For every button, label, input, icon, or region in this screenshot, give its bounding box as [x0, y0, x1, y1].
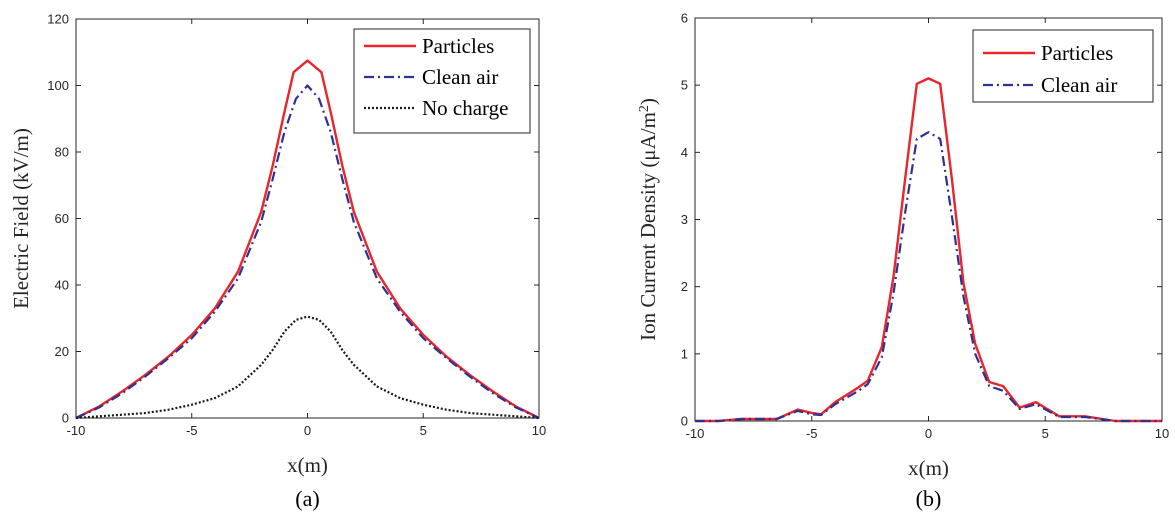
y-tick-label: 6 — [681, 11, 688, 26]
legend-a: Particles Clean air No charge — [353, 28, 531, 134]
x-tick-label: -10 — [686, 426, 705, 441]
legend-label: Clean air — [422, 65, 498, 89]
series-line-particles — [75, 59, 540, 420]
legend-box-b — [972, 29, 1154, 103]
x-tick-label: -5 — [186, 423, 198, 438]
legend-label: Clean air — [1041, 73, 1117, 97]
y-tick-label: 3 — [681, 212, 688, 227]
y-tick-label: 20 — [55, 344, 69, 359]
series-group-a — [75, 59, 540, 420]
plot-frame-b — [694, 17, 1163, 422]
panel-caption-a: (a) — [295, 486, 319, 511]
y-tick-label: 120 — [47, 12, 69, 27]
series-line-no-charge — [75, 315, 540, 420]
x-axis-label-b: x(m) — [908, 456, 949, 480]
legend-b: Particles Clean air — [972, 29, 1154, 103]
legend-label: Particles — [422, 34, 494, 58]
x-tick-label: 0 — [925, 426, 932, 441]
y-tick-label: 60 — [55, 211, 69, 226]
series-group-b — [695, 77, 1162, 423]
y-tick-label: 0 — [681, 414, 688, 429]
series-line-clean-air — [75, 84, 540, 420]
legend-label: Particles — [1041, 41, 1113, 65]
plot-frame-a — [75, 18, 540, 419]
axes-ticks-b: -10 -5 0 5 10 0 1 2 3 4 5 6 — [681, 11, 1169, 442]
y-tick-label: 0 — [62, 411, 69, 426]
y-axis-label-b: Ion Current Density (μA/m2) — [636, 98, 660, 341]
y-axis-label-b-sup: 2 — [637, 105, 652, 112]
x-tick-label: 5 — [420, 423, 427, 438]
y-axis-label-b-main: Ion Current Density (μA/m — [636, 112, 660, 341]
x-tick-label: 5 — [1042, 426, 1049, 441]
x-tick-label: 10 — [532, 423, 546, 438]
x-tick-label: 10 — [1155, 426, 1169, 441]
y-tick-label: 1 — [681, 346, 688, 361]
x-tick-label: -10 — [67, 423, 86, 438]
x-tick-label: 0 — [304, 423, 311, 438]
y-axis-label-b-close: ) — [636, 98, 660, 105]
y-tick-label: 80 — [55, 145, 69, 160]
y-tick-label: 100 — [47, 78, 69, 93]
y-tick-label: 4 — [681, 145, 688, 160]
y-tick-label: 5 — [681, 78, 688, 93]
y-tick-label: 2 — [681, 279, 688, 294]
y-tick-label: 40 — [55, 278, 69, 293]
series-line-particles — [695, 77, 1162, 423]
x-axis-label-a: x(m) — [287, 453, 328, 477]
x-tick-label: -5 — [806, 426, 818, 441]
chart-panel-b: -10 -5 0 5 10 0 1 2 3 4 5 6 x(m) Ion Current Densit… — [636, 11, 1169, 512]
series-line-clean-air — [695, 131, 1162, 423]
panel-caption-b: (b) — [916, 486, 942, 511]
legend-label: No charge — [422, 96, 509, 120]
y-axis-label-a: Electric Field (kV/m) — [9, 128, 33, 309]
